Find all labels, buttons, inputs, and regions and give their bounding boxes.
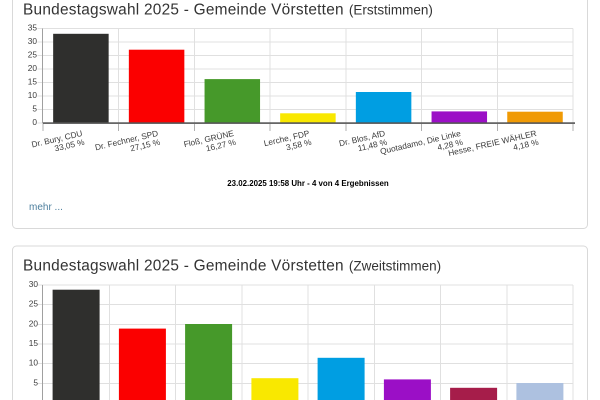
svg-text:10: 10 — [29, 358, 39, 368]
svg-text:0: 0 — [32, 117, 37, 127]
svg-text:15: 15 — [29, 338, 39, 348]
svg-text:30: 30 — [28, 36, 38, 46]
svg-text:mehr ...: mehr ... — [29, 202, 63, 213]
svg-text:10: 10 — [28, 90, 38, 100]
svg-text:35: 35 — [28, 23, 38, 33]
svg-text:25: 25 — [28, 50, 38, 60]
svg-text:Bundestagswahl 2025 - Gemeinde: Bundestagswahl 2025 - Gemeinde Vörstette… — [23, 2, 433, 19]
svg-text:Bundestagswahl 2025 - Gemeinde: Bundestagswahl 2025 - Gemeinde Vörstette… — [23, 258, 441, 275]
svg-text:5: 5 — [33, 377, 38, 387]
svg-text:5: 5 — [32, 104, 37, 114]
svg-text:30: 30 — [29, 279, 39, 289]
svg-text:23.02.2025 19:58 Uhr - 4 von 4: 23.02.2025 19:58 Uhr - 4 von 4 Ergebniss… — [227, 179, 389, 188]
svg-text:20: 20 — [29, 318, 39, 328]
svg-text:20: 20 — [28, 63, 38, 73]
svg-text:15: 15 — [28, 77, 38, 87]
svg-text:25: 25 — [29, 299, 39, 309]
